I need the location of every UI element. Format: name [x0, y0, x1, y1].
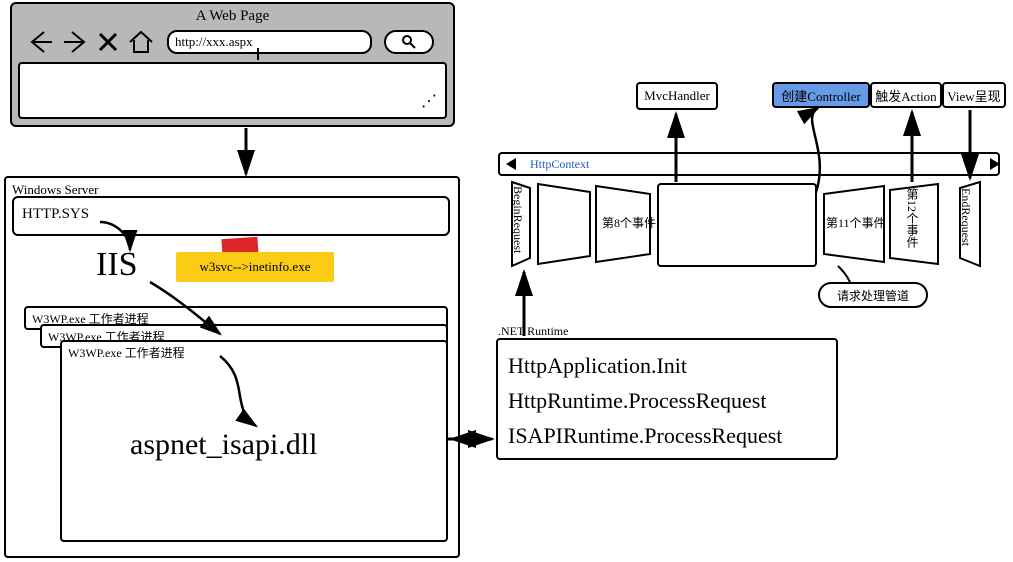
pipeline-bubble-label: 请求处理管道	[837, 287, 909, 304]
action-box: 触发Action	[870, 82, 942, 108]
search-icon	[401, 34, 417, 50]
controller-box: 创建Controller	[772, 82, 870, 108]
w3svc-label: w3svc-->inetinfo.exe	[200, 259, 311, 275]
httpcontext-right-arrow-icon	[988, 156, 1002, 172]
w3wp-label-3: W3WP.exe 工作者进程	[68, 344, 185, 361]
endrequest-label: EndRequest	[958, 188, 973, 246]
httpsys-label: HTTP.SYS	[22, 206, 89, 223]
home-icon	[126, 28, 156, 56]
w3svc-highlight: w3svc-->inetinfo.exe	[176, 252, 334, 282]
event11-label: 第11个事件	[826, 214, 886, 231]
runtime-line-3: ISAPIRuntime.ProcessRequest	[508, 418, 826, 453]
httpcontext-label: HttpContext	[530, 157, 589, 172]
view-label: View呈现	[947, 86, 1000, 105]
iis-label: IIS	[96, 246, 138, 284]
mvchandler-box: MvcHandler	[636, 82, 718, 110]
close-icon	[96, 28, 120, 56]
event8-label: 第8个事件	[602, 214, 656, 231]
pipeline-bubble: 请求处理管道	[818, 282, 928, 308]
event12-label: 第12个事件	[904, 188, 921, 248]
browser-content: ⋰	[18, 62, 447, 119]
net-runtime-box: HttpApplication.Init HttpRuntime.Process…	[496, 338, 838, 460]
beginrequest-label: BeginRequest	[510, 186, 525, 253]
search-oval[interactable]	[384, 30, 434, 54]
forward-icon	[60, 28, 90, 56]
mvchandler-label: MvcHandler	[644, 88, 710, 104]
browser-window: A Web Page http://xxx.aspx ⋰	[10, 2, 455, 127]
httpsys-box: HTTP.SYS	[12, 196, 450, 236]
controller-label: 创建Controller	[781, 86, 860, 105]
resize-grip-icon: ⋰	[421, 91, 437, 111]
url-bar[interactable]: http://xxx.aspx	[167, 30, 372, 54]
net-runtime-title: .NET Runtime	[498, 324, 568, 339]
runtime-line-1: HttpApplication.Init	[508, 348, 826, 383]
httpcontext-left-arrow-icon	[504, 156, 518, 172]
runtime-line-2: HttpRuntime.ProcessRequest	[508, 383, 826, 418]
aspnet-isapi-label: aspnet_isapi.dll	[130, 428, 317, 462]
back-icon	[26, 28, 56, 56]
action-label: 触发Action	[875, 86, 936, 105]
view-box: View呈现	[942, 82, 1006, 108]
httpcontext-bar: HttpContext	[498, 152, 1000, 176]
browser-title: A Web Page	[12, 8, 453, 25]
